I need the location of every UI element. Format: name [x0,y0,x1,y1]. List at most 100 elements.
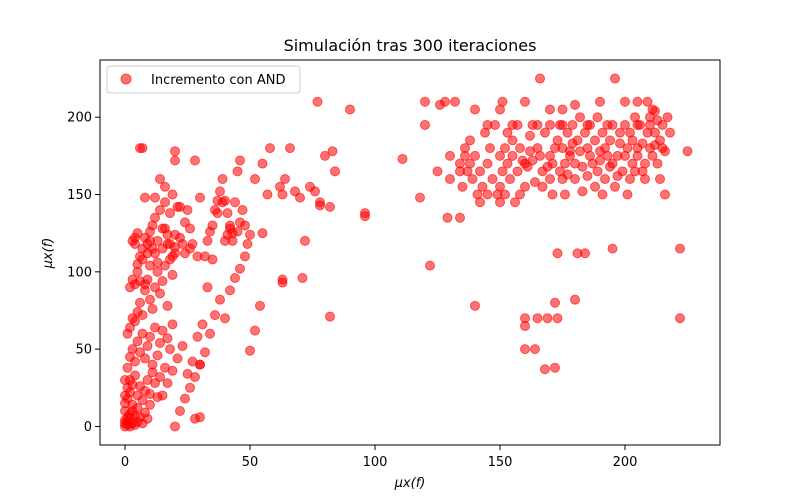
data-point [160,197,170,208]
data-point [617,166,628,177]
data-point [190,413,200,424]
data-point [205,328,215,339]
data-point [122,362,133,373]
data-point [665,127,675,138]
data-point [622,143,633,154]
data-point [482,158,493,169]
data-point [655,174,665,185]
data-point [625,174,635,185]
data-point [140,353,150,364]
legend-box [106,65,301,94]
data-point [502,158,513,169]
data-point [227,235,238,246]
data-point [520,181,530,192]
data-point [140,279,150,290]
data-point [527,155,538,166]
data-point [440,96,450,107]
data-point [237,204,248,215]
data-point [360,208,370,219]
data-point [147,303,158,314]
data-point [632,150,643,161]
y-tick-label: 150 [67,188,92,203]
data-point [217,174,228,185]
data-point [455,212,465,223]
data-point [200,251,210,262]
data-point [495,197,505,208]
data-point [160,181,170,192]
data-point [157,276,168,287]
data-point [540,127,550,138]
y-tick-label: 0 [84,420,92,435]
data-point [162,378,173,389]
data-point [525,130,535,141]
data-point [165,208,175,219]
data-point [460,150,470,161]
data-point [215,294,225,305]
data-point [230,197,240,208]
y-axis-ticks: 0 50 100 150 200 [67,111,100,435]
data-point [310,186,320,197]
data-point [257,228,268,239]
data-point [180,393,190,404]
x-tick-label: 200 [613,455,638,470]
data-point [475,166,485,177]
data-point [225,285,235,296]
data-point [155,337,165,348]
data-point [607,119,618,130]
data-point [257,158,268,169]
data-point [660,189,670,200]
data-point [277,189,288,200]
data-point [235,155,245,166]
data-point [457,181,468,192]
data-point [182,368,193,379]
data-point [170,146,180,157]
data-point [197,319,208,330]
data-point [215,186,225,197]
data-point [147,359,158,370]
y-axis-label: μx(f) [41,238,56,270]
data-point [557,104,568,115]
data-point [155,174,165,185]
data-point [652,158,663,169]
data-point [610,73,620,84]
data-point [285,143,295,154]
data-point [150,192,160,203]
data-point [520,344,530,355]
data-point [590,135,600,146]
data-point [595,155,605,166]
data-point [550,297,560,308]
data-point [327,146,338,157]
x-tick-label: 50 [242,455,259,470]
data-point [130,239,140,249]
data-point [192,331,203,342]
data-point [185,223,195,234]
data-point [495,104,505,115]
data-point [240,220,250,231]
data-point [575,112,585,123]
data-point [560,158,570,169]
data-point [277,277,288,288]
data-point [470,104,480,115]
data-point [592,166,603,177]
plot-area-frame [99,59,721,446]
data-point [465,135,475,146]
x-tick-label: 150 [488,455,513,470]
data-point [607,158,618,169]
data-point [495,150,505,161]
data-point [627,135,638,146]
data-point [345,104,355,115]
chart-title: Simulación tras 300 iteraciones [284,36,537,55]
data-point [510,197,520,208]
data-point [540,364,550,375]
data-point [145,331,155,342]
data-point [127,399,138,410]
data-point [582,170,593,181]
data-point [250,174,260,185]
data-point [167,269,178,280]
data-point [450,96,460,107]
data-point [650,127,660,138]
x-tick-label: 0 [121,455,129,470]
data-point [312,96,323,107]
data-point [152,266,163,277]
data-point [562,127,573,138]
